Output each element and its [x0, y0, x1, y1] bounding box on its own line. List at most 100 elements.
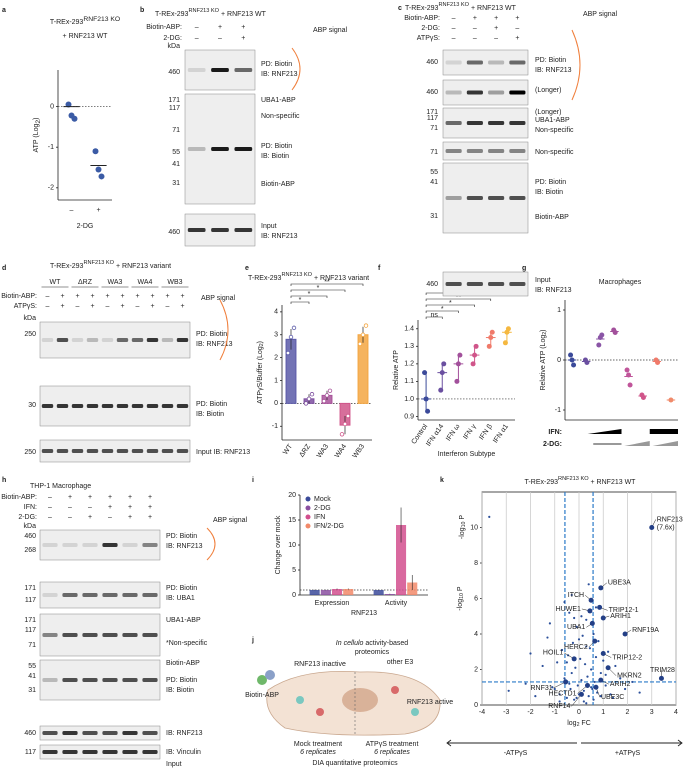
- blot-band: [187, 68, 206, 72]
- blot-label: IB: Vinculin: [166, 749, 201, 756]
- blot-band: [41, 449, 54, 453]
- marker-label: 117: [25, 597, 36, 604]
- highlight-point: [622, 631, 628, 637]
- condition-sign: –: [68, 504, 72, 511]
- blot-title: T-REx-293RNF213 KO + RNF213 variant: [50, 260, 171, 269]
- blot-band: [142, 633, 158, 637]
- blot-band: [131, 404, 144, 408]
- marker-label: 117: [25, 749, 36, 756]
- text-part: + RNF213 variant: [312, 275, 369, 282]
- blot-band: [82, 750, 98, 754]
- x-axis-label: RNF213: [351, 610, 377, 617]
- condition-name: Biotin-ABP:: [1, 293, 37, 300]
- annotation: (7.6x): [657, 524, 675, 531]
- wedge: [624, 441, 650, 446]
- condition-sign: +: [68, 494, 72, 501]
- y-tick-label: 15: [288, 517, 296, 524]
- data-point: [489, 329, 495, 335]
- data-point: [568, 611, 571, 614]
- blot-label: PD: Biotin: [535, 179, 566, 186]
- condition-sign: –: [515, 25, 519, 32]
- y-tick-label: 1.0: [404, 396, 414, 403]
- row-label: IFN:: [548, 429, 562, 436]
- data-point: [507, 689, 510, 692]
- y-tick-label: 1.1: [404, 378, 414, 385]
- blot-band: [102, 678, 118, 682]
- blot-band: [56, 449, 69, 453]
- blot-band: [234, 228, 253, 232]
- condition-sign: –: [166, 303, 170, 310]
- blot-band: [56, 404, 69, 408]
- data-point: [585, 702, 588, 705]
- significance-bracket: [425, 298, 492, 301]
- data-point: [95, 166, 102, 173]
- condition-sign: –: [108, 514, 112, 521]
- text-part: T-REx-293: [155, 11, 189, 18]
- blot-panel: [39, 613, 161, 657]
- diagram-label: 6 replicates: [300, 749, 336, 756]
- blot-title: T-REx-293RNF213 KO + RNF213 WT: [155, 8, 267, 17]
- x-axis-label: log2 FC: [567, 720, 591, 729]
- point-label: ARIH1: [610, 613, 631, 620]
- data-point: [486, 343, 492, 349]
- legend-label: IFN: [314, 514, 325, 521]
- blot-title: THP-1 Macrophage: [30, 483, 91, 490]
- significance-bracket: [290, 295, 328, 298]
- blot-band: [122, 593, 138, 597]
- bar: [343, 589, 354, 595]
- blot-label: (Longer): [535, 87, 561, 94]
- text-part: + RNF213 WT: [589, 479, 637, 486]
- blot-label: Biotin-ABP: [166, 660, 200, 667]
- condition-sign: –: [46, 293, 50, 300]
- blot-label: PD: Biotin: [166, 677, 197, 684]
- condition-sign: –: [195, 24, 199, 31]
- blot-band: [509, 90, 526, 95]
- variant-label: ΔRZ: [78, 279, 93, 286]
- data-point: [357, 341, 363, 347]
- blot-band: [234, 147, 253, 151]
- bar: [332, 589, 343, 595]
- text-part: FC: [579, 720, 590, 727]
- point-label: UBE3C: [601, 694, 624, 701]
- data-point: [614, 664, 617, 668]
- variant-label: WB3: [167, 279, 182, 286]
- data-point: [582, 689, 585, 692]
- highlight-point: [587, 608, 593, 614]
- y-tick-label: 2: [474, 666, 478, 673]
- blot-band: [176, 404, 189, 408]
- condition-sign: –: [46, 303, 50, 310]
- highlight-point: [563, 679, 569, 685]
- data-point: [624, 367, 630, 373]
- marker-label: 460: [24, 730, 36, 737]
- condition-sign: –: [452, 35, 456, 42]
- marker-label: 460: [168, 229, 180, 236]
- condition-sign: –: [76, 303, 80, 310]
- blot-label: UBA1-ABP: [261, 97, 296, 104]
- condition-sign: +: [148, 504, 152, 511]
- point-label: RNF19A: [632, 627, 659, 634]
- condition-sign: +: [150, 293, 154, 300]
- blot-band: [466, 60, 483, 65]
- data-point: [65, 101, 72, 108]
- condition-name: 2-DG:: [163, 35, 182, 42]
- bracket-label: ABP signal: [201, 295, 236, 302]
- blot-label: Non-specific: [261, 113, 300, 120]
- blot-band: [62, 731, 78, 735]
- point-label: ITCH: [568, 592, 584, 599]
- blot-band: [62, 678, 78, 682]
- blot-band: [142, 678, 158, 682]
- data-point: [592, 632, 595, 636]
- blot-label: IB: RNF213: [166, 543, 203, 550]
- arrow: [446, 739, 577, 747]
- panel-letter: h: [2, 477, 6, 484]
- data-point: [92, 148, 99, 155]
- blot-label: IB: RNF213: [535, 287, 572, 294]
- blot-band: [122, 750, 138, 754]
- text-part: + RNF213 variant: [114, 263, 171, 270]
- highlight-point: [571, 656, 577, 662]
- blot-band: [86, 404, 99, 408]
- y-axis-label: -log10 P: [459, 515, 468, 539]
- panel-letter: c: [398, 5, 402, 12]
- blot-label: IB: RNF213: [196, 341, 233, 348]
- x-tick-label: ΔRZ: [298, 443, 312, 459]
